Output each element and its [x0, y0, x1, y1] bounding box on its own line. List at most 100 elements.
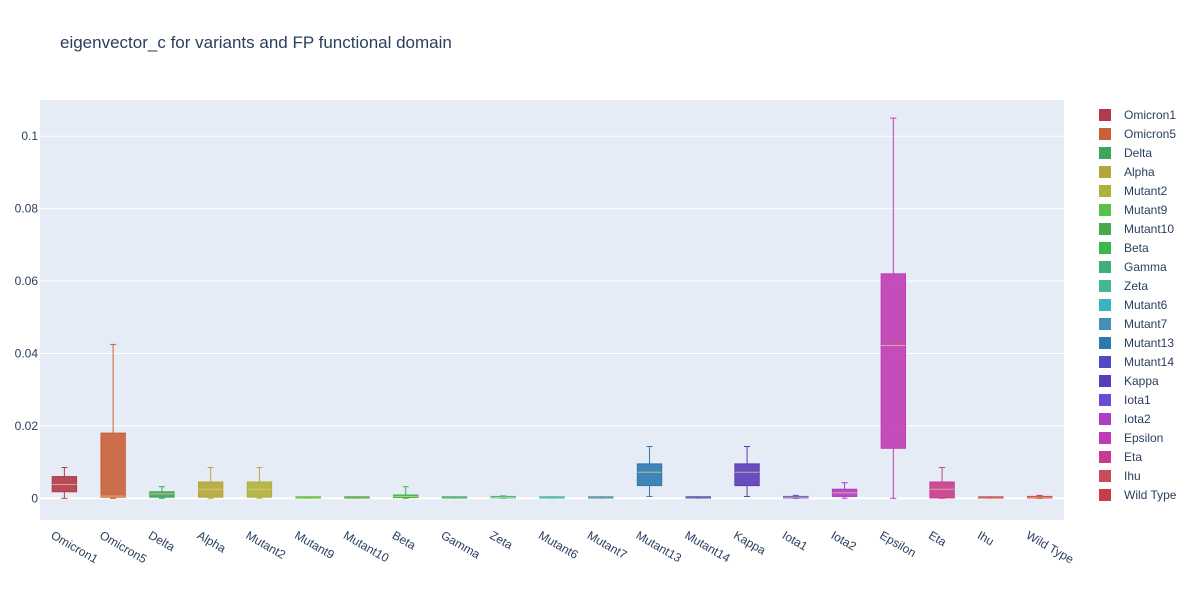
legend-swatch: [1099, 469, 1111, 482]
legend-item[interactable]: Mutant14: [1096, 352, 1196, 371]
box-mutant2[interactable]: [246, 467, 273, 499]
box-zeta[interactable]: [490, 495, 516, 499]
legend-item[interactable]: Ihu: [1096, 466, 1196, 485]
x-tick-label: Kappa: [731, 528, 768, 558]
legend-label: Omicron5: [1124, 126, 1177, 141]
legend-item[interactable]: Delta: [1096, 143, 1196, 162]
y-axis-ticks: 0 0.02 0.04 0.06 0.08 0.1: [15, 129, 39, 505]
legend-label: Wild Type: [1124, 487, 1177, 502]
box-mutant10[interactable]: [344, 496, 370, 499]
box-delta[interactable]: [149, 486, 175, 499]
box-alpha[interactable]: [197, 467, 224, 499]
legend-item[interactable]: Iota2: [1096, 409, 1196, 428]
legend-item[interactable]: Mutant7: [1096, 314, 1196, 333]
box-omicron5[interactable]: [100, 343, 126, 499]
x-tick-label: Ihu: [975, 528, 996, 548]
legend-swatch: [1099, 279, 1111, 292]
plot-area: [40, 100, 1064, 520]
legend-label: Mutant14: [1124, 354, 1175, 369]
legend-label: Kappa: [1124, 373, 1159, 388]
x-tick-label: Iota1: [780, 528, 810, 554]
legend-swatch: [1099, 355, 1111, 368]
legend-label: Iota2: [1124, 411, 1151, 426]
legend-swatch: [1099, 431, 1111, 444]
box-body: [929, 481, 955, 499]
x-tick-label: Mutant2: [244, 528, 289, 562]
legend-item[interactable]: Mutant6: [1096, 295, 1196, 314]
box-wild-type[interactable]: [1026, 494, 1053, 499]
legend-swatch: [1099, 374, 1111, 387]
y-tick-label: 0.1: [21, 129, 38, 143]
legend-label: Mutant13: [1124, 335, 1175, 350]
box-mutant6[interactable]: [539, 496, 565, 499]
legend-item[interactable]: Mutant10: [1096, 219, 1196, 238]
y-tick-label: 0: [31, 491, 38, 505]
legend-swatch: [1099, 260, 1111, 273]
legend-label: Mutant2: [1124, 183, 1168, 198]
legend-swatch: [1099, 393, 1111, 406]
box-beta[interactable]: [393, 486, 419, 499]
legend-swatch: [1099, 108, 1111, 121]
legend-item[interactable]: Beta: [1096, 238, 1196, 257]
legend-item[interactable]: Mutant2: [1096, 181, 1196, 200]
legend-label: Omicron1: [1124, 107, 1177, 122]
legend-item[interactable]: Iota1: [1096, 390, 1196, 409]
legend: Omicron1 Omicron5 Delta Alpha Mutant2 Mutant9…: [1096, 105, 1196, 504]
legend-swatch: [1099, 184, 1111, 197]
x-tick-label: Eta: [926, 528, 949, 549]
box-omicron1[interactable]: [51, 467, 78, 499]
x-tick-label: Omicron1: [48, 528, 100, 566]
legend-swatch: [1099, 317, 1111, 330]
chart-title: eigenvector_c for variants and FP functi…: [60, 33, 452, 52]
legend-label: Ihu: [1124, 468, 1141, 483]
legend-item[interactable]: Kappa: [1096, 371, 1196, 390]
legend-swatch: [1099, 336, 1111, 349]
legend-item[interactable]: Omicron1: [1096, 105, 1196, 124]
legend-swatch: [1099, 412, 1111, 425]
box-mutant7[interactable]: [588, 496, 614, 499]
legend-label: Delta: [1124, 145, 1153, 160]
legend-swatch: [1099, 488, 1111, 501]
legend-label: Mutant9: [1124, 202, 1168, 217]
legend-label: Zeta: [1124, 278, 1149, 293]
legend-item[interactable]: Mutant9: [1096, 200, 1196, 219]
box-iota2[interactable]: [831, 482, 858, 499]
legend-label: Iota1: [1124, 392, 1151, 407]
x-tick-label: Mutant14: [682, 528, 733, 565]
box-mutant14[interactable]: [685, 496, 711, 499]
y-tick-label: 0.02: [15, 419, 39, 433]
legend-label: Alpha: [1124, 164, 1155, 179]
x-tick-label: Zeta: [487, 528, 515, 552]
x-tick-label: Mutant10: [341, 528, 392, 565]
box-iota1[interactable]: [783, 494, 809, 499]
legend-item[interactable]: Mutant13: [1096, 333, 1196, 352]
legend-label: Mutant6: [1124, 297, 1168, 312]
box-series: [51, 117, 1053, 499]
box-epsilon[interactable]: [880, 117, 907, 499]
legend-item[interactable]: Epsilon: [1096, 428, 1196, 447]
box-gamma[interactable]: [441, 496, 468, 499]
legend-label: Epsilon: [1124, 430, 1164, 445]
x-tick-label: Beta: [390, 528, 419, 553]
box-mutant9[interactable]: [295, 496, 321, 499]
legend-item[interactable]: Wild Type: [1096, 485, 1196, 504]
legend-swatch: [1099, 127, 1111, 140]
box-kappa[interactable]: [734, 446, 760, 497]
legend-item[interactable]: Gamma: [1096, 257, 1196, 276]
legend-label: Beta: [1124, 240, 1149, 255]
x-tick-label: Iota2: [829, 528, 859, 554]
box-body: [149, 491, 175, 498]
box-eta[interactable]: [929, 467, 955, 499]
legend-item[interactable]: Zeta: [1096, 276, 1196, 295]
legend-item[interactable]: Omicron5: [1096, 124, 1196, 143]
legend-swatch: [1099, 146, 1111, 159]
legend-item[interactable]: Alpha: [1096, 162, 1196, 181]
y-tick-label: 0.04: [15, 346, 39, 360]
box-ihu[interactable]: [978, 496, 1004, 499]
y-tick-label: 0.06: [15, 274, 39, 288]
x-tick-label: Mutant7: [585, 528, 630, 562]
legend-item[interactable]: Eta: [1096, 447, 1196, 466]
box-mutant13[interactable]: [636, 446, 663, 497]
